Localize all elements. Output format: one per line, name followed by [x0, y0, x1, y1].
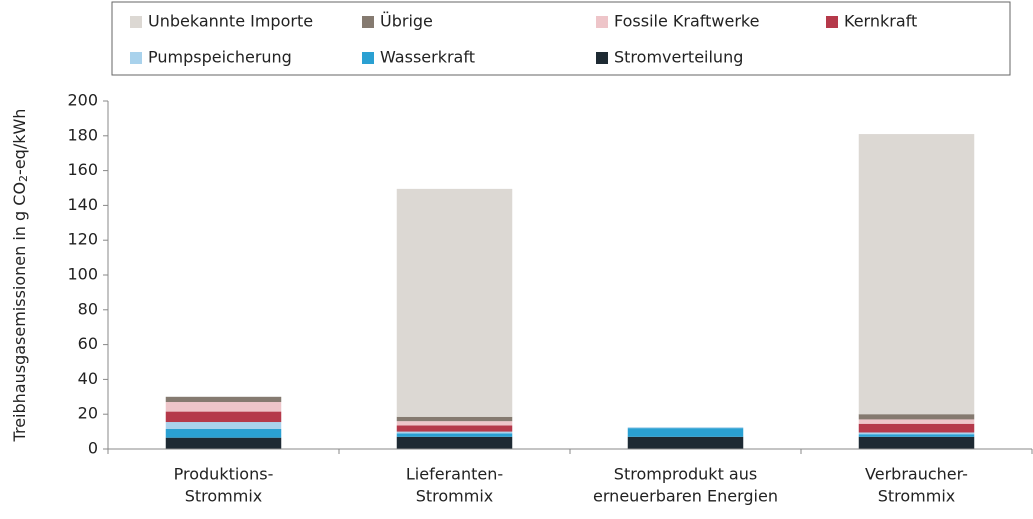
bar-segment	[165, 428, 282, 438]
x-tick-label: Verbraucher-	[865, 465, 968, 484]
legend-label: Wasserkraft	[380, 48, 475, 67]
y-tick-label: 180	[67, 125, 98, 144]
legend-swatch	[596, 16, 608, 28]
y-axis-label: Treibhausgasemissionen in g CO2-eq/kWh	[10, 109, 31, 443]
y-label-suffix: -eq/kWh	[10, 109, 29, 175]
y-label-text: Treibhausgasemissionen in g CO	[10, 182, 29, 442]
bar-segment	[165, 422, 282, 429]
x-tick-label: Lieferanten-	[406, 465, 503, 484]
bar-segment	[396, 425, 513, 432]
y-tick-label: 100	[67, 265, 98, 284]
y-tick-label: 140	[67, 195, 98, 214]
x-tick-label: erneuerbaren Energien	[593, 487, 778, 506]
legend-label: Pumpspeicherung	[148, 48, 292, 67]
bar-segment	[165, 396, 282, 403]
legend-box	[111, 1, 1011, 76]
legend-swatch	[826, 16, 838, 28]
legend-swatch	[130, 52, 142, 64]
legend-label: Fossile Kraftwerke	[614, 12, 759, 31]
x-tick-label: Stromprodukt aus	[614, 465, 757, 484]
legend-label: Stromverteilung	[614, 48, 743, 67]
bar-segment	[858, 432, 975, 435]
y-tick-label: 200	[67, 91, 98, 110]
legend-swatch	[130, 16, 142, 28]
bar-segment	[627, 436, 744, 449]
bar-segment	[858, 436, 975, 449]
bar-segment	[627, 427, 744, 429]
legend-label: Unbekannte Importe	[148, 12, 313, 31]
bar-segment	[396, 431, 513, 434]
bar-segment	[858, 414, 975, 420]
y-label-sub: 2	[17, 175, 30, 182]
bar-segment	[396, 421, 513, 426]
x-tick-label: Strommix	[878, 487, 956, 506]
y-tick-label: 80	[78, 299, 98, 318]
bar-segment	[396, 433, 513, 437]
y-tick-label: 40	[78, 369, 98, 388]
legend-swatch	[362, 52, 374, 64]
y-tick-label: 160	[67, 160, 98, 179]
y-tick-label: 60	[78, 334, 98, 353]
bar-segment	[165, 411, 282, 423]
bar-segment	[396, 416, 513, 422]
legend-swatch	[362, 16, 374, 28]
legend-swatch	[596, 52, 608, 64]
x-tick-label: Strommix	[416, 487, 494, 506]
legend-label: Übrige	[380, 12, 433, 31]
bar-segment	[627, 428, 744, 437]
bar-segment	[165, 402, 282, 412]
legend-label: Kernkraft	[844, 12, 917, 31]
x-tick-label: Strommix	[185, 487, 263, 506]
bar-segment	[858, 434, 975, 437]
y-tick-label: 20	[78, 404, 98, 423]
bar-segment	[858, 419, 975, 424]
y-tick-label: 120	[67, 230, 98, 249]
bar-segment	[165, 437, 282, 449]
bar-segment	[396, 436, 513, 449]
x-tick-label: Produktions-	[174, 465, 274, 484]
bar-segment	[396, 188, 513, 417]
bar-segment	[858, 423, 975, 433]
bar-segment	[858, 134, 975, 415]
y-tick-label: 0	[88, 439, 98, 458]
